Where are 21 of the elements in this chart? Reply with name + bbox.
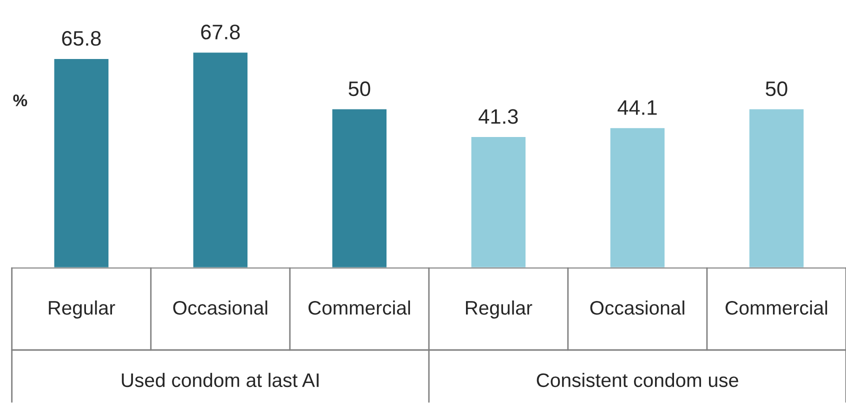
y-axis-title: %: [13, 94, 28, 106]
x-tick-label: Commercial: [726, 300, 828, 315]
data-label: 50: [766, 81, 788, 96]
bar: [52, 58, 110, 268]
bar: [470, 136, 527, 268]
data-label: 67.8: [201, 24, 240, 40]
x-tick-label: Occasional: [173, 300, 268, 315]
data-label: 50: [348, 81, 370, 96]
bar: [608, 126, 666, 268]
x-tick-label: Regular: [466, 300, 532, 319]
bar: [192, 51, 249, 268]
x-tick-label: Occasional: [590, 300, 684, 315]
data-label: 44.1: [618, 100, 657, 115]
bar: [748, 108, 805, 268]
data-label: 41.3: [478, 109, 518, 124]
x-tick-label: Regular: [48, 300, 116, 319]
text: Consistent condom use: [536, 372, 738, 388]
bar: [330, 108, 388, 268]
text: Used condom at last AI: [122, 372, 319, 388]
x-tick-label: Commercial: [308, 300, 410, 315]
data-label: 65.8: [62, 31, 101, 46]
